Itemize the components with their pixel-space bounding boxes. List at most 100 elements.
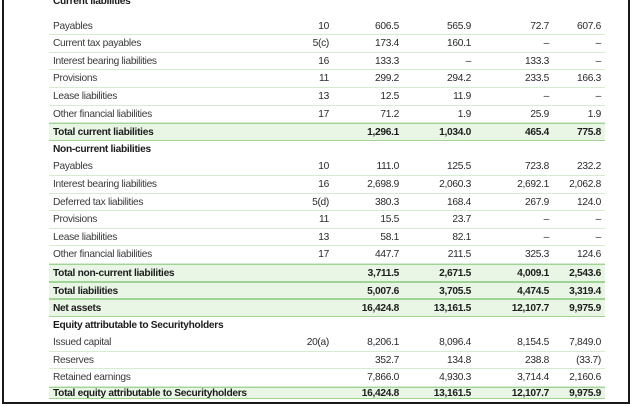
value-col-4: 3,319.4 <box>569 285 601 297</box>
total-row: Total equity attributable to Securityhol… <box>49 387 605 400</box>
value-col-4: 607.6 <box>577 20 601 32</box>
value-col-2: 3,705.5 <box>439 285 471 297</box>
value-col-1: 3,711.5 <box>367 267 400 279</box>
row-label: Interest bearing liabilities <box>53 178 157 190</box>
value-col-4: 7,849.0 <box>569 337 601 349</box>
table-row: Interest bearing liabilities 16 2,698.9 2,0… <box>49 176 605 194</box>
value-col-4: – <box>595 90 602 102</box>
note-ref: 17 <box>318 249 329 261</box>
total-row: Net assets 16,424.8 13,161.5 12,107.7 9,975.… <box>49 299 605 317</box>
value-col-2: 4,930.3 <box>439 372 471 384</box>
value-col-1: 111.0 <box>376 161 400 173</box>
row-label: Equity attributable to Securityholders <box>53 319 224 331</box>
value-col-2: 294.2 <box>447 73 471 85</box>
note-ref: 13 <box>318 231 329 243</box>
value-col-1: 299.2 <box>375 73 399 85</box>
table-row: Lease liabilities 13 12.5 11.9 – – <box>49 88 605 106</box>
value-col-3: 25.9 <box>530 108 549 120</box>
note-ref: 20(a) <box>306 337 330 349</box>
table-row: Issued capital 20(a) 8,206.1 8,096.4 8,154.5… <box>49 334 605 352</box>
value-col-3: – <box>543 231 550 243</box>
table-row: Payables 10 111.0 125.5 723.8 232.2 <box>49 158 605 176</box>
value-col-3: – <box>543 214 550 226</box>
value-col-4: 166.3 <box>577 73 601 85</box>
row-label: Total liabilities <box>53 285 118 297</box>
value-col-2: 168.4 <box>447 196 471 208</box>
value-col-3: 238.8 <box>525 354 549 366</box>
value-col-3: 133.3 <box>525 55 549 67</box>
note-ref: 5(c) <box>312 38 330 50</box>
value-col-1: 1,296.1 <box>367 127 399 139</box>
row-label: Other financial liabilities <box>53 249 152 261</box>
row-label: Net assets <box>53 303 101 315</box>
note-ref: 10 <box>318 20 329 32</box>
value-col-3: 465.4 <box>525 127 549 139</box>
row-label: Lease liabilities <box>53 231 117 243</box>
value-col-3: – <box>543 38 550 50</box>
value-col-1: 16,424.8 <box>361 388 400 400</box>
value-col-4: 124.0 <box>577 196 601 208</box>
value-col-4: 775.8 <box>577 127 601 139</box>
value-col-2: 160.1 <box>447 38 471 50</box>
value-col-3: 72.7 <box>530 20 549 32</box>
total-row: Total non-current liabilities 3,711.5 2,67… <box>49 263 605 282</box>
value-col-1: 2,698.9 <box>367 178 399 190</box>
value-col-1: 606.5 <box>375 20 399 32</box>
table-row: Provisions 11 299.2 294.2 233.5 166.3 <box>49 70 605 88</box>
table-row: Provisions 11 15.5 23.7 – – <box>49 211 605 229</box>
value-col-2: 13,161.5 <box>433 388 472 400</box>
value-col-3: 2,692.1 <box>517 178 549 190</box>
value-col-1: 447.7 <box>375 249 399 261</box>
value-col-3: 3,714.4 <box>517 372 549 384</box>
table-row: Other financial liabilities 17 71.2 1.9 25.9… <box>49 106 605 124</box>
note-ref: 16 <box>318 55 329 67</box>
value-col-4: – <box>595 231 602 243</box>
value-col-2: 8,096.4 <box>439 337 471 349</box>
value-col-4: – <box>595 214 602 226</box>
row-label: Provisions <box>53 214 97 226</box>
value-col-3: 12,107.7 <box>511 303 550 315</box>
value-col-3: 325.3 <box>525 249 549 261</box>
row-label: Deferred tax liabilities <box>53 196 144 208</box>
value-col-2: 1.9 <box>457 108 472 120</box>
value-col-2: 134.8 <box>447 354 471 366</box>
note-ref: 10 <box>318 161 329 173</box>
value-col-3: 8,154.5 <box>517 337 549 349</box>
value-col-1: 5,007.6 <box>367 285 399 297</box>
note-ref: 16 <box>318 178 329 190</box>
table-row: Retained earnings 7,866.0 4,930.3 3,714.4 2,… <box>49 369 605 388</box>
value-col-2: 211.5 <box>447 249 472 261</box>
row-label: Other financial liabilities <box>53 108 152 120</box>
row-label: Retained earnings <box>53 372 131 384</box>
balance-sheet-table: Current liabilities Payables 10 606.5 565.9 7… <box>49 0 605 400</box>
value-col-2: 1,034.0 <box>439 127 471 139</box>
row-label: Reserves <box>53 354 94 366</box>
table-row: Interest bearing liabilities 16 133.3 – 133.… <box>49 53 605 71</box>
value-col-4: 1.9 <box>587 108 602 120</box>
value-col-1: 58.1 <box>380 231 399 243</box>
value-col-2: – <box>465 55 472 67</box>
row-label: Interest bearing liabilities <box>53 55 157 67</box>
value-col-1: 133.3 <box>375 55 399 67</box>
table-row: Other financial liabilities 17 447.7 211.5 3… <box>49 246 605 264</box>
note-ref: 5(d) <box>312 196 329 208</box>
value-col-1: 173.4 <box>375 38 399 50</box>
value-col-3: 4,474.5 <box>517 285 549 297</box>
value-col-1: 12.5 <box>380 90 399 102</box>
row-label: Provisions <box>53 73 97 85</box>
value-col-4: – <box>595 38 602 50</box>
value-col-1: 352.7 <box>375 354 399 366</box>
table-row: Lease liabilities 13 58.1 82.1 – – <box>49 229 605 247</box>
value-col-1: 380.3 <box>375 196 399 208</box>
row-label: Current tax payables <box>53 38 142 50</box>
value-col-3: 267.9 <box>525 196 549 208</box>
value-col-2: 2,671.5 <box>439 267 471 279</box>
note-ref: 17 <box>318 108 329 120</box>
value-col-1: 8,206.1 <box>367 337 399 349</box>
value-col-3: 12,107.7 <box>511 388 550 400</box>
value-col-4: 9,975.9 <box>569 303 601 315</box>
value-col-1: 16,424.8 <box>361 303 400 315</box>
table-row: Deferred tax liabilities 5(d) 380.3 168.4 26… <box>49 194 605 212</box>
value-col-2: 565.9 <box>447 20 471 32</box>
